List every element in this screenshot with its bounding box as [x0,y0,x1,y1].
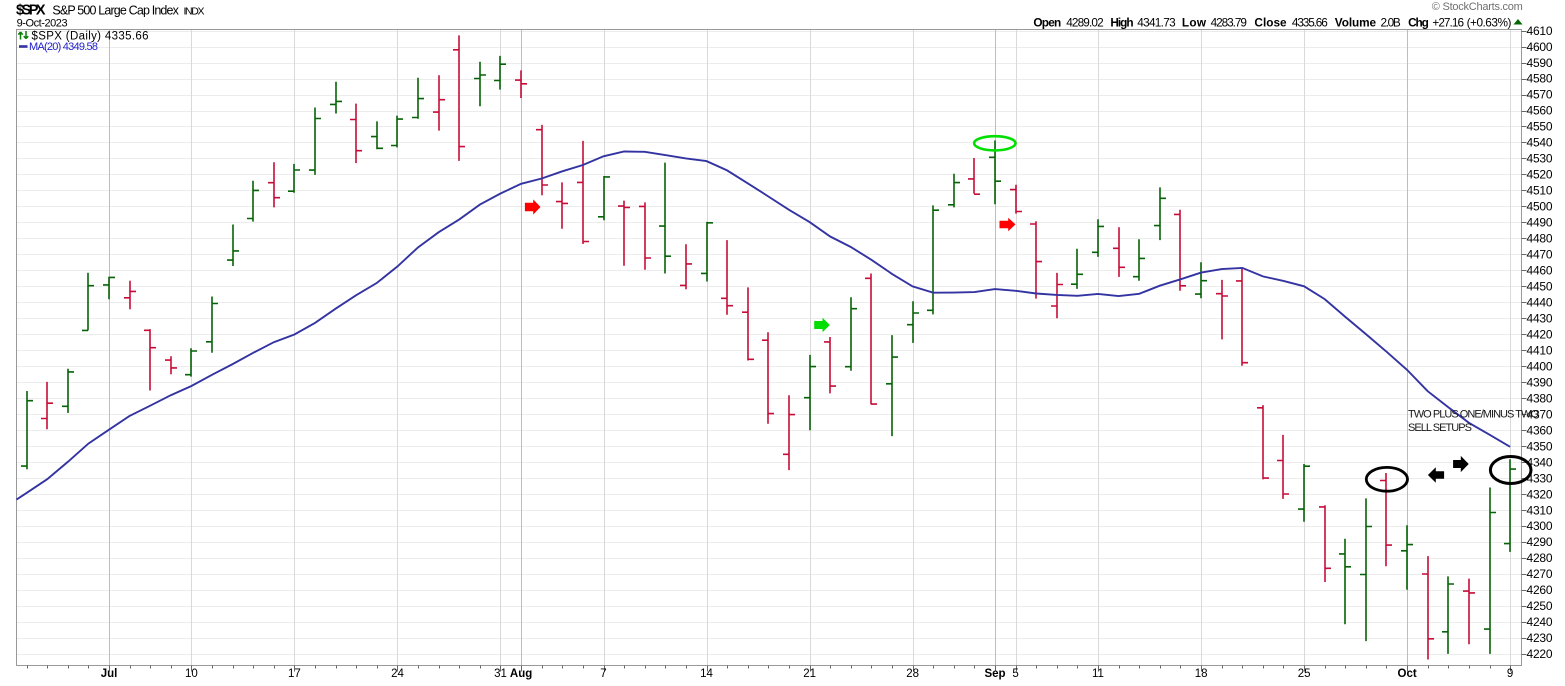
svg-text:4410: 4410 [1527,343,1553,357]
svg-text:4350: 4350 [1527,439,1553,453]
svg-text:4283.79: 4283.79 [1211,16,1247,30]
svg-text:4240: 4240 [1527,615,1553,629]
svg-text:(+0.63%): (+0.63%) [1467,16,1512,30]
svg-text:4530: 4530 [1527,152,1553,166]
svg-text:28: 28 [906,668,919,680]
svg-text:7: 7 [600,668,606,680]
svg-text:Open: Open [1033,16,1061,30]
svg-text:S&P 500 Large Cap Index: S&P 500 Large Cap Index [52,4,179,18]
svg-text:4550: 4550 [1527,120,1553,134]
svg-text:4230: 4230 [1527,631,1553,645]
svg-text:4440: 4440 [1527,296,1553,310]
svg-text:High: High [1110,16,1133,30]
svg-text:4220: 4220 [1527,647,1553,661]
svg-text:4540: 4540 [1527,136,1553,150]
svg-text:9-Oct-2023: 9-Oct-2023 [17,18,68,30]
svg-text:17: 17 [288,668,301,680]
svg-text:4250: 4250 [1527,599,1553,613]
svg-text:4500: 4500 [1527,200,1553,214]
svg-text:4380: 4380 [1527,391,1553,405]
svg-text:10: 10 [185,668,198,680]
svg-text:4460: 4460 [1527,264,1553,278]
svg-text:4360: 4360 [1527,423,1553,437]
svg-text:4480: 4480 [1527,232,1553,246]
svg-text:Aug: Aug [510,668,532,680]
svg-text:18: 18 [1195,668,1208,680]
svg-text:24: 24 [391,668,404,680]
svg-text:4430: 4430 [1527,312,1553,326]
svg-text:MA(20) 4349.58: MA(20) 4349.58 [29,41,98,53]
svg-text:Volume: Volume [1335,16,1377,30]
svg-text:4310: 4310 [1527,503,1553,517]
svg-text:4400: 4400 [1527,359,1553,373]
svg-text:4580: 4580 [1527,72,1553,86]
svg-text:4289.02: 4289.02 [1066,16,1104,30]
svg-text:Chg: Chg [1408,16,1429,30]
svg-text:Jul: Jul [101,668,118,680]
svg-text:4390: 4390 [1527,375,1553,389]
svg-text:4600: 4600 [1527,40,1553,54]
svg-text:4560: 4560 [1527,104,1553,118]
svg-text:SELL SETUPS: SELL SETUPS [1408,422,1472,434]
svg-text:INDX: INDX [184,6,205,18]
svg-text:Sep: Sep [984,668,1005,680]
svg-text:4320: 4320 [1527,487,1553,501]
svg-text:4335.66: 4335.66 [1292,16,1328,30]
svg-text:+27.16: +27.16 [1432,16,1464,30]
svg-text:4260: 4260 [1527,583,1553,597]
svg-text:4341.73: 4341.73 [1137,16,1176,30]
svg-text:11: 11 [1092,668,1104,680]
svg-text:4270: 4270 [1527,567,1553,581]
svg-text:5: 5 [1012,668,1018,680]
svg-text:Close: Close [1254,16,1287,30]
svg-text:Low: Low [1182,16,1207,30]
svg-text:Oct: Oct [1398,668,1417,680]
svg-text:4450: 4450 [1527,280,1553,294]
svg-text:14: 14 [700,668,713,680]
svg-text:4610: 4610 [1527,24,1553,38]
svg-text:4300: 4300 [1527,519,1553,533]
svg-text:© StockCharts.com: © StockCharts.com [1432,1,1523,13]
svg-text:4470: 4470 [1527,248,1553,262]
svg-text:$SPX (Daily) 4335.66: $SPX (Daily) 4335.66 [32,31,149,43]
svg-text:21: 21 [803,668,816,680]
svg-text:4420: 4420 [1527,328,1553,342]
svg-text:4520: 4520 [1527,168,1553,182]
svg-text:4290: 4290 [1527,535,1553,549]
svg-text:2.0B: 2.0B [1381,16,1401,30]
svg-text:4490: 4490 [1527,216,1553,230]
svg-text:9: 9 [1507,668,1513,680]
svg-text:4330: 4330 [1527,471,1553,485]
svg-text:4340: 4340 [1527,455,1553,469]
svg-text:TWO PLUS ONE/MINUS TWO: TWO PLUS ONE/MINUS TWO [1408,409,1539,421]
svg-text:4280: 4280 [1527,551,1553,565]
svg-text:4570: 4570 [1527,88,1553,102]
svg-text:4510: 4510 [1527,184,1553,198]
svg-text:4590: 4590 [1527,56,1553,70]
svg-text:$SPX: $SPX [16,3,46,19]
svg-text:25: 25 [1298,668,1311,680]
svg-text:4370: 4370 [1527,407,1553,421]
svg-text:31: 31 [494,668,507,680]
